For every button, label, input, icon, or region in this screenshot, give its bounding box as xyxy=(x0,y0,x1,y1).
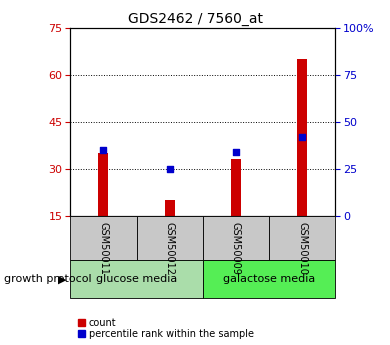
Text: count: count xyxy=(89,317,117,327)
Text: GSM50011: GSM50011 xyxy=(98,223,108,275)
Text: ▶: ▶ xyxy=(58,275,66,284)
Bar xyxy=(231,159,241,216)
Text: percentile rank within the sample: percentile rank within the sample xyxy=(89,328,254,338)
Bar xyxy=(297,59,307,216)
Text: galactose media: galactose media xyxy=(223,275,315,284)
Text: GSM50010: GSM50010 xyxy=(297,223,307,275)
Text: GDS2462 / 7560_at: GDS2462 / 7560_at xyxy=(128,12,262,26)
Point xyxy=(233,149,239,155)
Text: GSM50009: GSM50009 xyxy=(231,223,241,275)
Text: growth protocol: growth protocol xyxy=(4,275,92,284)
Point xyxy=(167,166,173,171)
Point xyxy=(299,134,305,139)
Bar xyxy=(98,153,108,216)
Point xyxy=(100,147,106,152)
Text: GSM50012: GSM50012 xyxy=(165,223,175,275)
Text: glucose media: glucose media xyxy=(96,275,177,284)
Bar xyxy=(165,200,175,216)
